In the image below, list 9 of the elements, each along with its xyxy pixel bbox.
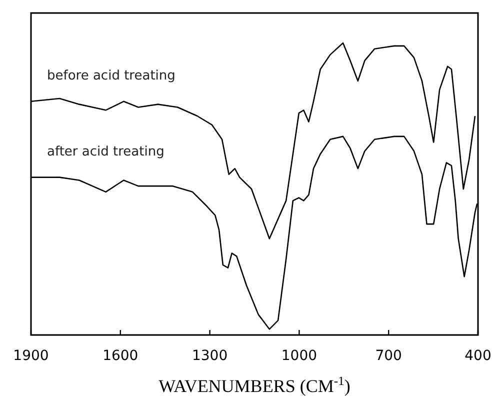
x-tick-label: 400 xyxy=(464,348,492,364)
x-tick-label: 1900 xyxy=(13,348,49,364)
series-label: after acid treating xyxy=(47,144,164,160)
series-label: before acid treating xyxy=(47,68,176,84)
x-tick-label: 1300 xyxy=(192,348,228,364)
x-tick-label: 700 xyxy=(375,348,402,364)
x-tick-label: 1000 xyxy=(281,348,318,364)
x-axis-title: WAVENUMBERS (CM$^{-1}$) xyxy=(158,374,350,396)
x-tick-label: 1600 xyxy=(102,348,138,364)
